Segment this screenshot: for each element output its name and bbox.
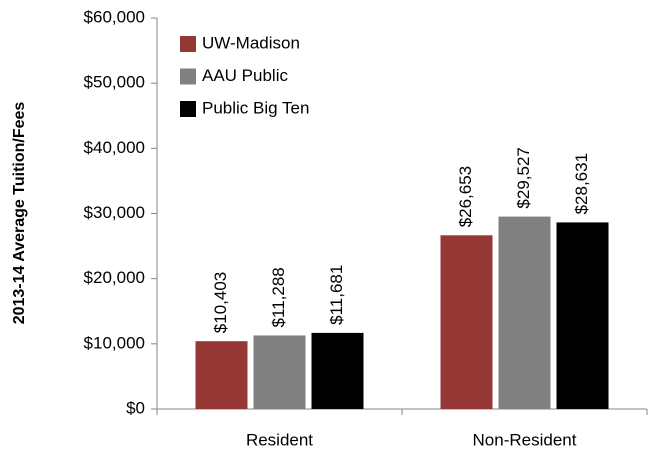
x-tick-label: Resident	[246, 430, 313, 449]
y-tick-label: $0	[126, 398, 145, 417]
y-tick-label: $10,000	[84, 333, 145, 352]
data-label: $26,653	[456, 166, 475, 227]
data-label: $11,288	[269, 267, 288, 327]
legend-swatch	[180, 68, 196, 85]
data-label: $28,631	[572, 153, 591, 214]
data-label: $10,403	[211, 272, 230, 333]
y-axis-title: 2013-14 Average Tuition/Fees	[11, 102, 28, 325]
legend-label: Public Big Ten	[202, 98, 309, 117]
data-label: $11,681	[327, 265, 346, 325]
y-tick-label: $50,000	[84, 73, 145, 92]
bar	[253, 335, 306, 409]
bar	[440, 235, 493, 409]
x-tick-label: Non-Resident	[473, 430, 577, 449]
bar	[311, 332, 364, 409]
y-tick-label: $60,000	[84, 7, 145, 26]
y-tick-label: $40,000	[84, 138, 145, 157]
legend-swatch	[180, 101, 196, 117]
bar	[556, 222, 609, 409]
bar	[195, 341, 248, 409]
legend-swatch	[180, 36, 196, 52]
data-label: $29,527	[514, 147, 533, 208]
legend-label: AAU Public	[202, 66, 288, 85]
y-tick-label: $20,000	[84, 268, 145, 287]
bar	[498, 216, 551, 409]
legend-label: UW-Madison	[202, 33, 300, 52]
y-tick-label: $30,000	[84, 203, 145, 222]
